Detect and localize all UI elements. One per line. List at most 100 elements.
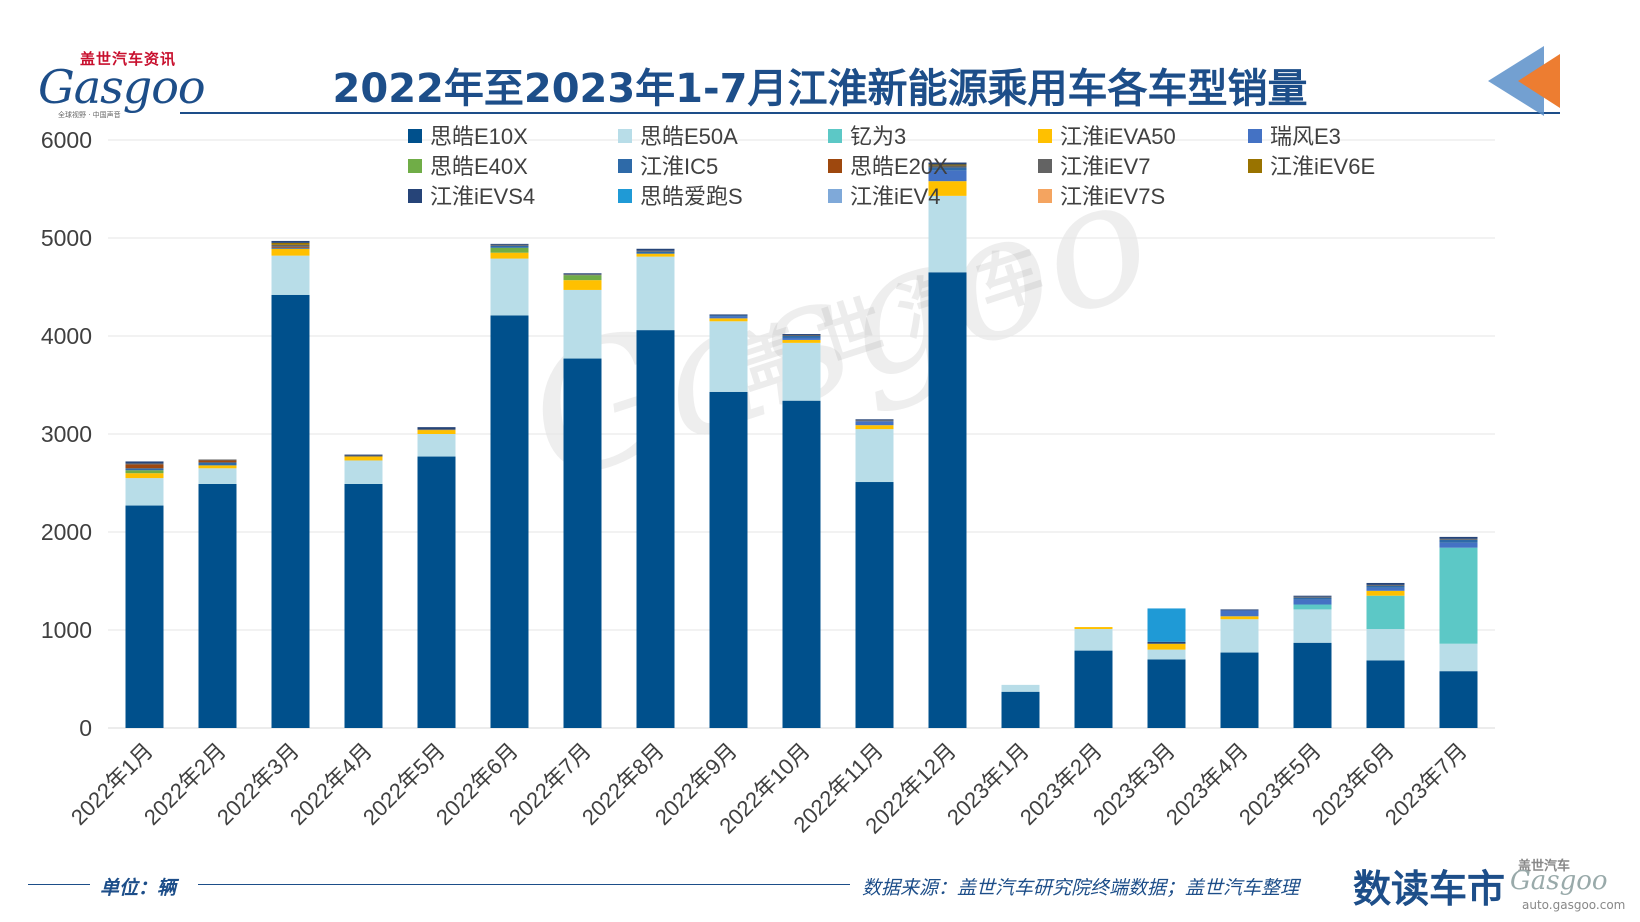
legend-swatch — [1038, 159, 1052, 173]
legend-swatch — [618, 159, 632, 173]
bar-segment — [1001, 691, 1040, 728]
footer-brand-text: 数读车市 — [1353, 867, 1506, 911]
bar-segment — [125, 468, 164, 471]
bar-segment — [709, 314, 748, 316]
bar-segment — [1293, 599, 1332, 605]
bar-segment — [417, 429, 456, 431]
bar-segment — [417, 456, 456, 728]
legend-swatch — [408, 189, 422, 203]
y-tick-label: 6000 — [41, 127, 92, 153]
logo-tagline: 全球视野 · 中国声音 — [58, 111, 121, 119]
bar-segment — [1293, 596, 1332, 598]
bar-segment — [271, 242, 310, 245]
legend-label: 江淮iEV4 — [850, 184, 940, 209]
footer-url: auto.gasgoo.com — [1522, 898, 1626, 912]
bar-segment — [782, 336, 821, 338]
bar-segment — [636, 330, 675, 728]
bar-segment — [271, 240, 310, 243]
bar-segment — [490, 244, 529, 246]
footer-rule-mid — [198, 884, 850, 885]
bar-segment — [928, 164, 967, 166]
bar-segment — [855, 425, 894, 430]
bar-segment — [928, 162, 967, 165]
bar-segment — [1439, 671, 1478, 728]
bar-segment — [782, 337, 821, 340]
y-tick-label: 2000 — [41, 519, 92, 545]
bar-segment — [125, 461, 164, 464]
corner-arrow-icon — [1488, 46, 1560, 116]
bar-segment — [125, 470, 164, 474]
bar-segment — [1147, 643, 1186, 650]
bar-segment — [1074, 627, 1113, 630]
source-note: 数据来源：盖世汽车研究院终端数据；盖世汽车整理 — [862, 877, 1300, 899]
bar-segment — [636, 248, 675, 251]
bar-segment — [1293, 642, 1332, 728]
bar-segment — [928, 167, 967, 171]
bar-segment — [1220, 610, 1259, 617]
legend-swatch — [828, 159, 842, 173]
bar-segment — [1074, 629, 1113, 651]
bar-segment — [928, 272, 967, 728]
legend-label: 瑞风E3 — [1270, 124, 1341, 149]
bar-segment — [271, 247, 310, 249]
legend-swatch — [1248, 159, 1262, 173]
bar-segment — [1439, 643, 1478, 672]
bar-segment — [1366, 595, 1405, 630]
legend-swatch — [408, 159, 422, 173]
bar-segment — [782, 400, 821, 728]
bar-segment — [782, 334, 821, 336]
bar-segment — [928, 181, 967, 196]
bar-segment — [636, 251, 675, 254]
bar-segment — [1293, 597, 1332, 600]
bar-segment — [1439, 542, 1478, 548]
bar-segment — [563, 289, 602, 359]
bar-segment — [490, 247, 529, 253]
bar-segment — [709, 315, 748, 317]
bar-segment — [1366, 660, 1405, 728]
bar-segment — [1366, 585, 1405, 588]
bar-segment — [782, 342, 821, 401]
bar-segment — [563, 274, 602, 276]
bar-segment — [1220, 652, 1259, 728]
legend-label: 江淮iEV7S — [1060, 184, 1165, 209]
bar-segment — [1147, 659, 1186, 728]
bar-segment — [1001, 684, 1040, 692]
bar-segment — [636, 253, 675, 257]
legend-label: 思皓E10X — [430, 124, 528, 149]
bar-segment — [125, 464, 164, 469]
bar-segment — [125, 478, 164, 506]
bar-segment — [125, 463, 164, 465]
legend-label: 江淮IC5 — [640, 154, 718, 179]
bar-segment — [855, 420, 894, 422]
bar-segment — [490, 245, 529, 248]
legend-label: 钇为3 — [850, 124, 906, 149]
bar-segment — [198, 460, 237, 463]
bar-segment — [344, 456, 383, 461]
bar-segment — [1366, 587, 1405, 591]
bar-segment — [1366, 584, 1405, 586]
bar-segment — [1439, 547, 1478, 644]
bar-segment — [1439, 539, 1478, 543]
bar-segment — [490, 252, 529, 259]
bar-segment — [563, 358, 602, 728]
bar-segment — [782, 335, 821, 336]
legend-swatch — [618, 129, 632, 143]
bar-segment — [1293, 595, 1332, 597]
bar-segment — [271, 248, 310, 256]
bar-segment — [271, 255, 310, 295]
y-tick-label: 5000 — [41, 225, 92, 251]
bar-segment — [855, 429, 894, 483]
bar-segment — [417, 434, 456, 457]
legend-swatch — [408, 129, 422, 143]
bar-segment — [271, 294, 310, 728]
bar-segment — [344, 483, 383, 728]
bar-segment — [709, 316, 748, 319]
unit-label: 单位：辆 — [100, 877, 177, 899]
bar-segment — [198, 459, 237, 461]
legend-label: 思皓E40X — [430, 154, 528, 179]
bar-segment — [1366, 582, 1405, 585]
bar-segment — [1220, 619, 1259, 653]
bar-segment — [1147, 649, 1186, 660]
bar-segment — [855, 419, 894, 421]
